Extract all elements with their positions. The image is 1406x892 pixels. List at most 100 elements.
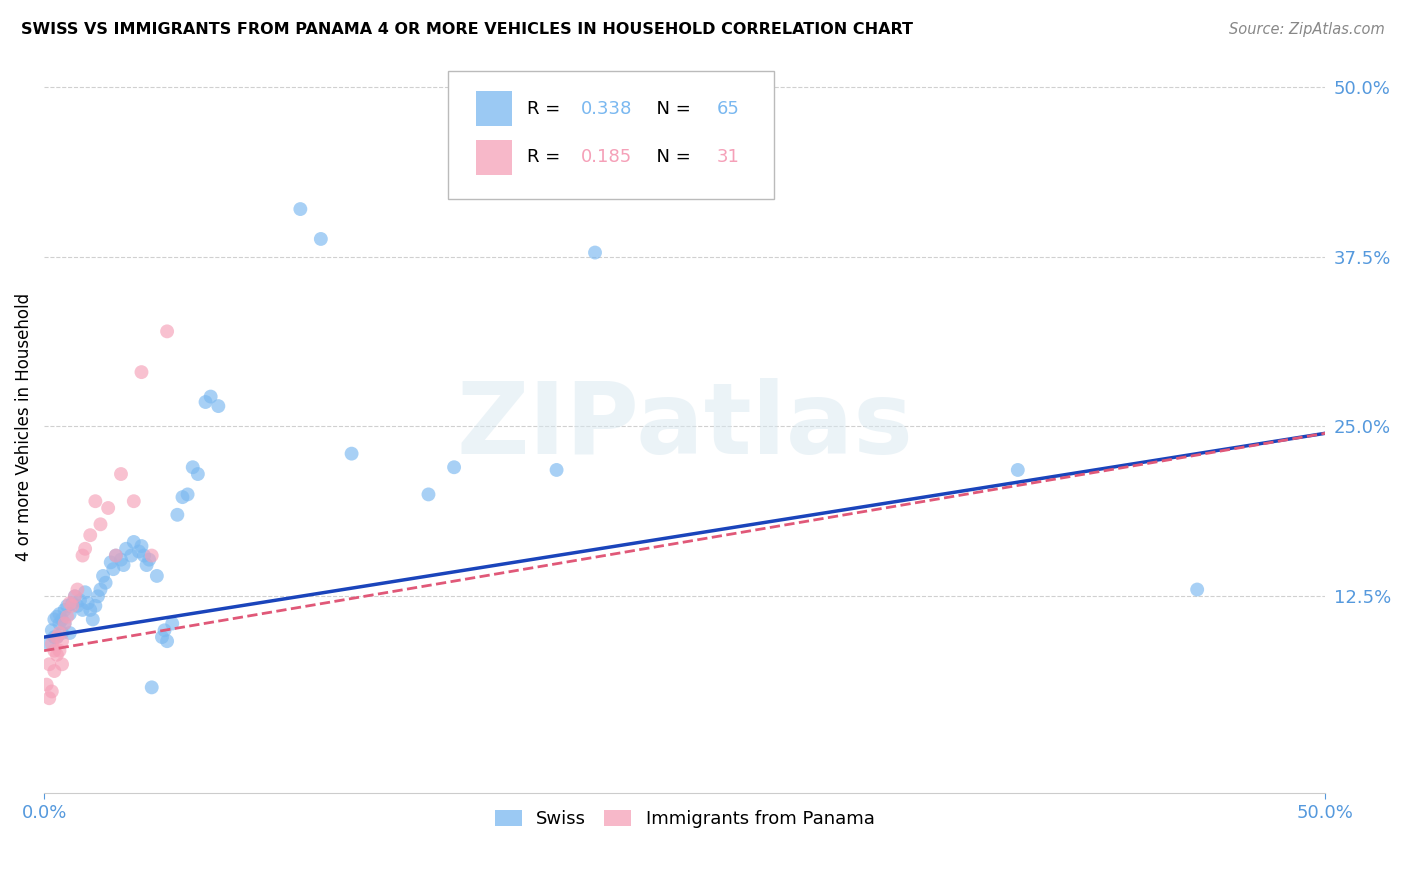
Point xyxy=(60,599,83,613)
Point xyxy=(51,634,73,648)
Point xyxy=(53,616,76,631)
Point xyxy=(69,593,91,607)
Point xyxy=(309,232,332,246)
Point xyxy=(131,365,153,379)
Point xyxy=(45,630,67,644)
Point xyxy=(66,582,89,597)
Point xyxy=(166,508,188,522)
Point xyxy=(84,599,107,613)
Point xyxy=(150,630,173,644)
Point xyxy=(115,541,138,556)
Text: 0.338: 0.338 xyxy=(581,100,633,118)
Point xyxy=(51,626,73,640)
Point xyxy=(38,657,60,672)
Point xyxy=(187,467,209,481)
Point xyxy=(200,390,222,404)
Point xyxy=(181,460,204,475)
Text: ZIPatlas: ZIPatlas xyxy=(457,378,912,475)
Point xyxy=(340,447,363,461)
Point xyxy=(51,657,73,672)
Point xyxy=(41,624,63,638)
Point xyxy=(122,494,145,508)
Text: 65: 65 xyxy=(717,100,740,118)
Point xyxy=(132,549,155,563)
Point xyxy=(59,607,82,621)
Point xyxy=(79,603,101,617)
Point xyxy=(89,517,111,532)
Point xyxy=(138,552,160,566)
Point xyxy=(51,612,73,626)
Point xyxy=(38,691,60,706)
Point xyxy=(59,596,82,610)
Point xyxy=(94,575,117,590)
Point xyxy=(135,558,157,572)
Point xyxy=(44,612,66,626)
Point xyxy=(35,678,58,692)
Point xyxy=(546,463,568,477)
Point xyxy=(48,607,70,621)
Text: SWISS VS IMMIGRANTS FROM PANAMA 4 OR MORE VEHICLES IN HOUSEHOLD CORRELATION CHAR: SWISS VS IMMIGRANTS FROM PANAMA 4 OR MOR… xyxy=(21,22,912,37)
Bar xyxy=(475,91,512,127)
Point xyxy=(56,599,79,613)
Text: R =: R = xyxy=(527,148,567,166)
Legend: Swiss, Immigrants from Panama: Swiss, Immigrants from Panama xyxy=(488,803,882,836)
Point xyxy=(75,541,97,556)
Point xyxy=(84,494,107,508)
Point xyxy=(56,609,79,624)
Point xyxy=(131,539,153,553)
Point xyxy=(45,609,67,624)
Point xyxy=(141,681,163,695)
FancyBboxPatch shape xyxy=(447,70,775,199)
Point xyxy=(76,596,98,610)
Point xyxy=(48,626,70,640)
Point xyxy=(110,552,132,566)
Point xyxy=(48,616,70,631)
Point xyxy=(75,585,97,599)
Point xyxy=(38,637,60,651)
Point xyxy=(79,528,101,542)
Point xyxy=(45,630,67,644)
Point xyxy=(1185,582,1208,597)
Y-axis label: 4 or more Vehicles in Household: 4 or more Vehicles in Household xyxy=(15,293,32,560)
Point xyxy=(194,395,217,409)
Point xyxy=(290,202,312,216)
Point xyxy=(128,544,150,558)
Point xyxy=(89,582,111,597)
Point xyxy=(443,460,465,475)
Text: 31: 31 xyxy=(717,148,740,166)
Point xyxy=(583,245,606,260)
Point xyxy=(122,535,145,549)
Point xyxy=(1007,463,1029,477)
Bar xyxy=(475,139,512,175)
Text: Source: ZipAtlas.com: Source: ZipAtlas.com xyxy=(1229,22,1385,37)
Point xyxy=(146,569,169,583)
Point xyxy=(141,549,163,563)
Point xyxy=(87,590,110,604)
Point xyxy=(112,558,135,572)
Point xyxy=(104,549,127,563)
Text: N =: N = xyxy=(645,148,696,166)
Point xyxy=(418,487,440,501)
Point xyxy=(91,569,114,583)
Point xyxy=(72,549,94,563)
Point xyxy=(110,467,132,481)
Point xyxy=(63,590,86,604)
Point xyxy=(44,664,66,678)
Point xyxy=(82,612,104,626)
Point xyxy=(100,555,122,569)
Point xyxy=(120,549,142,563)
Text: N =: N = xyxy=(645,100,696,118)
Point xyxy=(41,637,63,651)
Text: 0.185: 0.185 xyxy=(581,148,633,166)
Point xyxy=(104,549,127,563)
Point xyxy=(66,599,89,613)
Point xyxy=(53,616,76,631)
Point xyxy=(156,324,179,338)
Point xyxy=(45,648,67,662)
Point xyxy=(153,624,176,638)
Point xyxy=(41,684,63,698)
Point xyxy=(176,487,198,501)
Point xyxy=(44,630,66,644)
Point xyxy=(156,634,179,648)
Point xyxy=(103,562,125,576)
